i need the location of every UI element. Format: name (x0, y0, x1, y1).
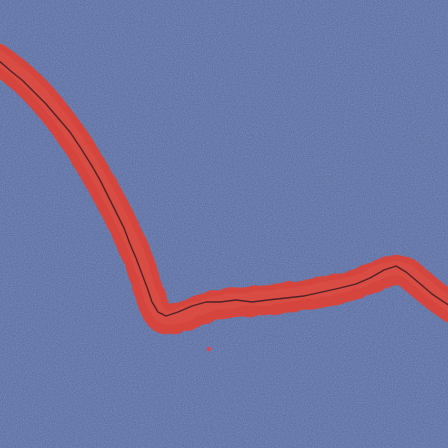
wall-crack (0, 60, 448, 317)
red-paint-speck (206, 346, 212, 352)
